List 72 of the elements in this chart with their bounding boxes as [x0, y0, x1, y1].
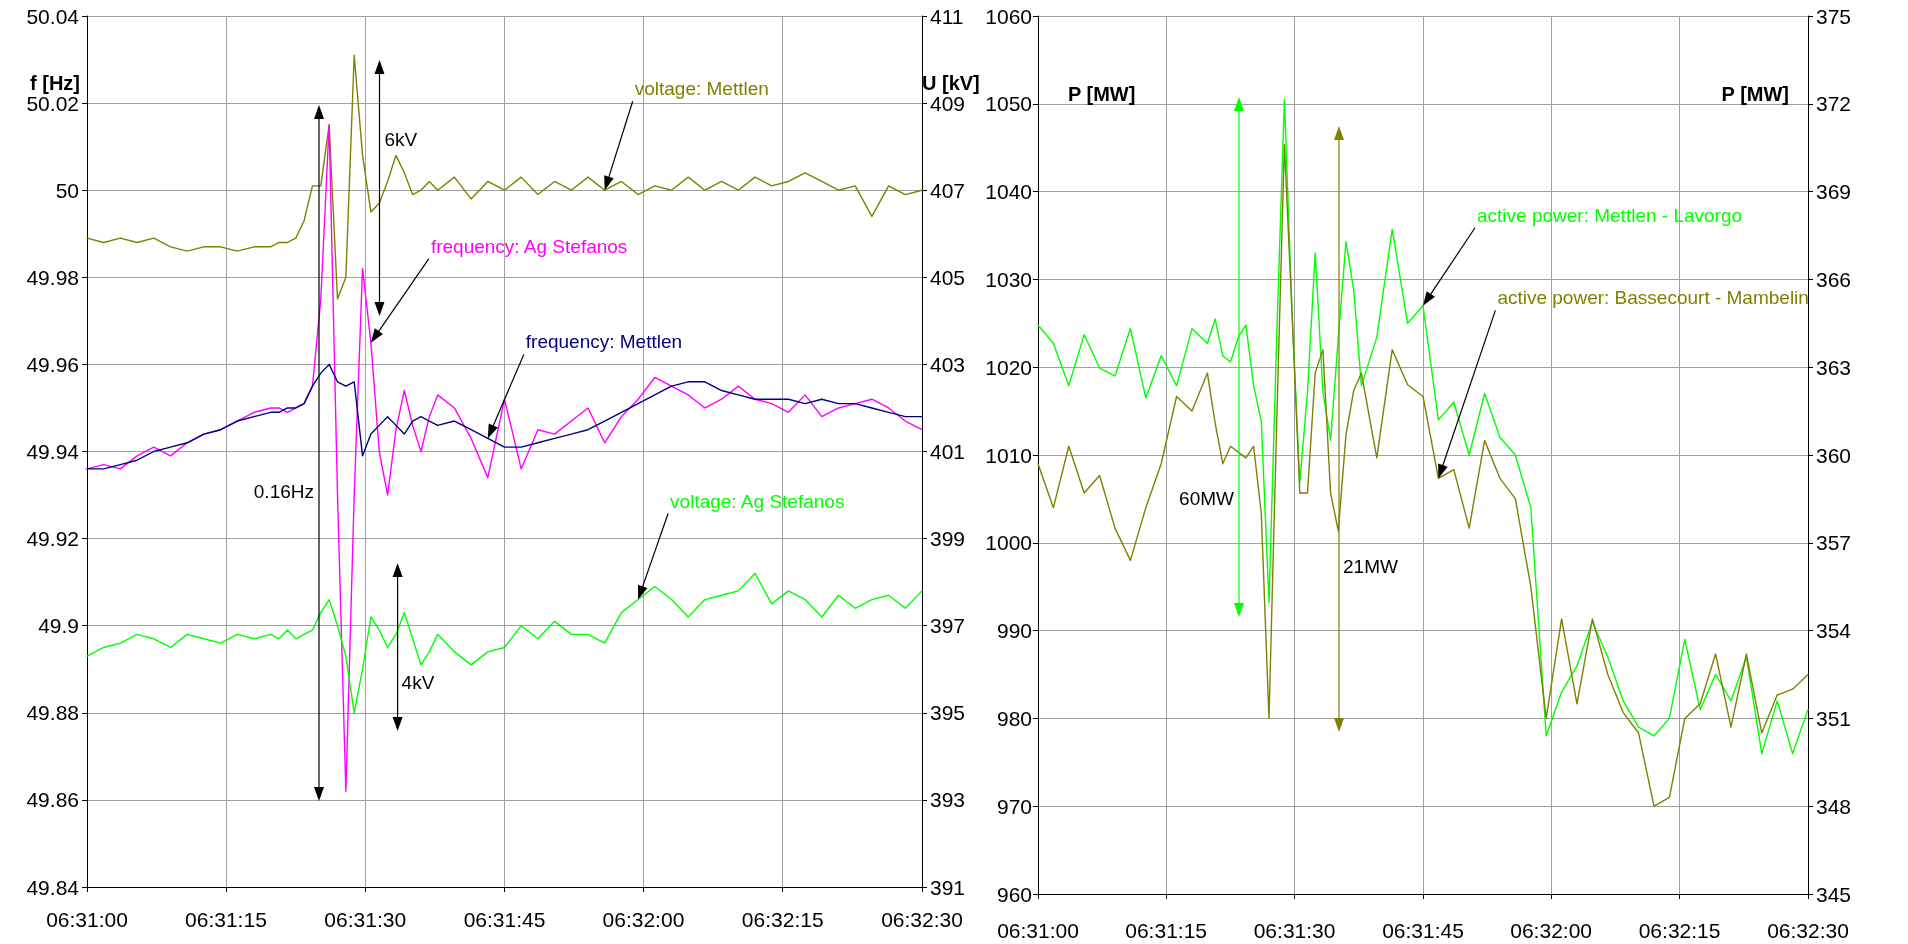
y2-tick-label: 357	[1816, 531, 1852, 555]
y-tick-label: 49.96	[26, 352, 79, 376]
y2-tick-label: 393	[930, 788, 966, 812]
y2-tick-label: 411	[930, 4, 964, 28]
line-series	[86, 54, 923, 300]
y2-tick-label: 366	[1816, 267, 1852, 291]
y-tick-label: 970	[996, 794, 1032, 818]
annotation: 21MW	[1343, 556, 1398, 578]
y2-tick-label: 397	[930, 614, 966, 638]
y2-tick-label: 391	[930, 875, 966, 899]
y2-tick-label: 395	[930, 701, 966, 725]
y-tick-label: 50.04	[26, 4, 80, 28]
y2-tick-label: 407	[930, 178, 966, 202]
line-series	[86, 572, 923, 714]
y-tick-label: 1050	[985, 92, 1032, 116]
y2-tick-label: 345	[1816, 882, 1852, 906]
y-tick-label: 960	[996, 882, 1032, 906]
y-tick-label: 49.9	[38, 614, 79, 638]
y2-tick-label: 360	[1816, 443, 1852, 467]
x-tick-label: 06:32:30	[881, 908, 963, 931]
y-tick-label: 990	[996, 619, 1032, 643]
y2-tick-label: 399	[930, 527, 966, 551]
y2-tick-label: 351	[1816, 706, 1852, 730]
y-tick-label: 49.94	[26, 440, 80, 463]
text: voltage: Ag Stefanos	[670, 490, 845, 512]
x-tick-label: 06:31:15	[1125, 919, 1207, 942]
y-tick-label: 1060	[985, 4, 1032, 28]
y-tick-label: 49.98	[26, 265, 79, 289]
y-tick-label: 980	[996, 706, 1032, 730]
y-tick-label: 1000	[985, 531, 1032, 555]
annotation: 0.16Hz	[253, 481, 314, 503]
y2-tick-label: 403	[930, 352, 966, 376]
y2-tick-label: 369	[1816, 180, 1852, 204]
y-tick-label: 1030	[985, 267, 1032, 291]
y-tick-label: 49.92	[26, 527, 79, 551]
y-tick-label: 49.88	[26, 701, 79, 725]
text: active power: Mettlen - Lavorgo	[1477, 204, 1743, 226]
x-tick-label: 06:31:00	[997, 919, 1079, 942]
text: voltage: Mettlen	[634, 78, 769, 100]
line-series	[86, 363, 923, 470]
x-tick-label: 06:32:15	[1638, 919, 1721, 942]
x-tick-label: 06:31:30	[324, 908, 407, 931]
series-label: frequency: Mettlen	[525, 331, 683, 353]
text: active power: Bassecourt - Mambelin	[1497, 287, 1809, 309]
annotation: 6kV	[384, 129, 418, 151]
annotation: 60MW	[1179, 488, 1235, 510]
annotation: 4kV	[401, 672, 435, 694]
y-tick-label: 49.86	[26, 788, 79, 812]
x-tick-label: 06:31:45	[463, 908, 546, 931]
x-tick-label: 06:31:45	[1382, 919, 1464, 942]
y-tick-label: 1040	[985, 180, 1032, 204]
y2-tick-label: 372	[1816, 92, 1852, 116]
y2-tick-label: 354	[1816, 619, 1852, 643]
x-tick-label: 06:32:15	[741, 908, 824, 931]
x-tick-label: 06:32:00	[602, 908, 685, 931]
y-tick-label: 1010	[985, 443, 1032, 467]
y2-tick-label: 405	[930, 265, 966, 289]
x-tick-label: 06:32:30	[1767, 919, 1849, 942]
text: frequency: Ag Stefanos	[430, 235, 628, 257]
y2-tick-label: 375	[1816, 4, 1852, 28]
x-tick-label: 06:31:15	[185, 908, 267, 931]
x-tick-label: 06:31:00	[46, 908, 128, 931]
y-tick-label: 1020	[985, 355, 1032, 379]
y2-tick-label: 348	[1816, 794, 1852, 818]
y2-tick-label: 401	[930, 440, 966, 463]
y2-axis-title: P [MW]	[1721, 83, 1789, 105]
y-axis-title: P [MW]	[1068, 83, 1136, 105]
x-tick-label: 06:32:00	[1510, 919, 1592, 942]
y-tick-label: 49.84	[26, 875, 80, 899]
y-tick-label: 50	[55, 178, 79, 202]
y2-tick-label: 363	[1816, 355, 1852, 379]
x-tick-label: 06:31:30	[1253, 919, 1336, 942]
